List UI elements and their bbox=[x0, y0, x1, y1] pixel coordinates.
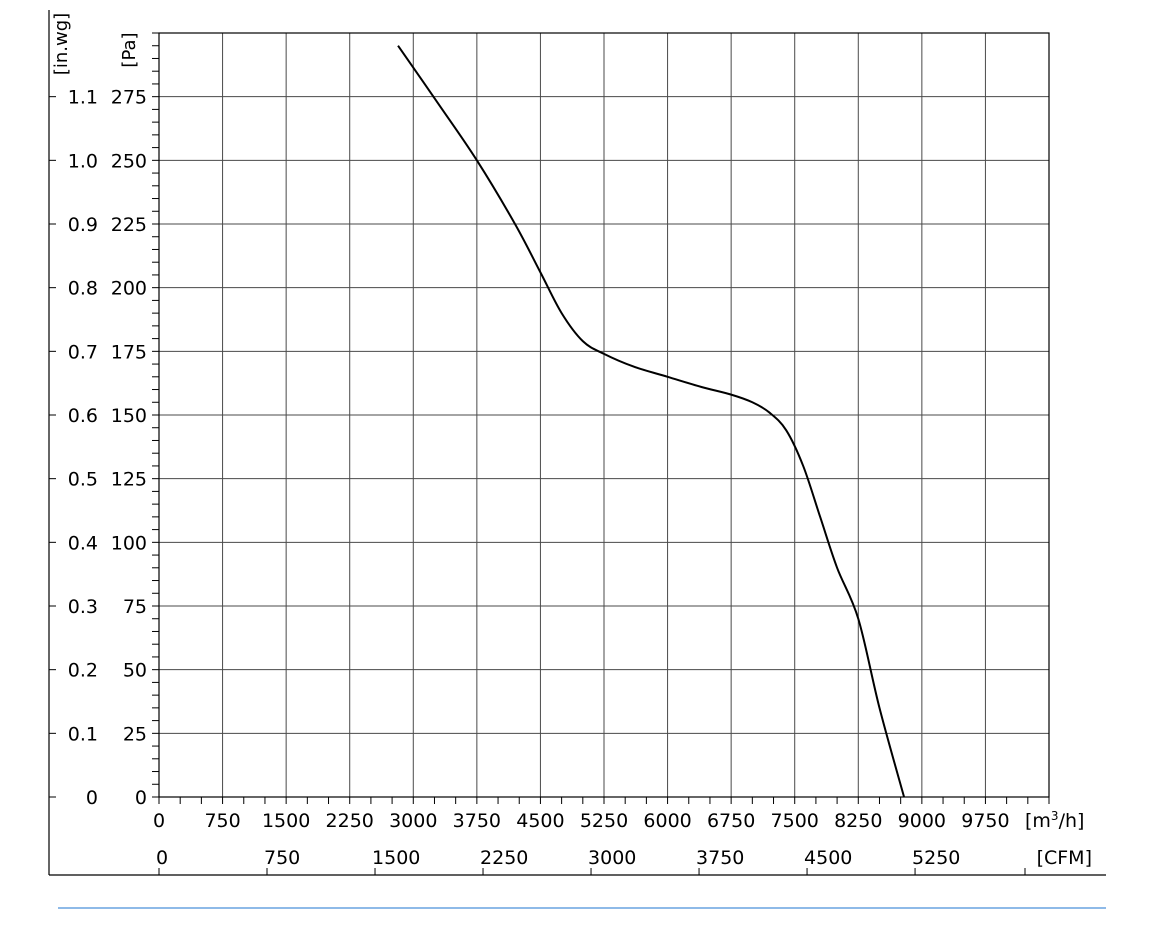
y-tick-label: 150 bbox=[111, 405, 147, 427]
x2-tick-label: 5250 bbox=[912, 847, 960, 869]
x2-axis-label: [CFM] bbox=[1037, 847, 1092, 869]
y-tick-label: 50 bbox=[123, 660, 147, 682]
x2-tick-label: 3750 bbox=[696, 847, 744, 869]
x-tick-label: 8250 bbox=[834, 810, 882, 832]
x-tick-label: 3000 bbox=[389, 810, 437, 832]
x2-tick-label: 1500 bbox=[372, 847, 420, 869]
plot-area bbox=[397, 45, 906, 798]
y2-tick-label: 0.3 bbox=[68, 596, 98, 618]
x-tick-label: 6000 bbox=[643, 810, 691, 832]
x-tick-label: 2250 bbox=[326, 810, 374, 832]
x-tick-label: 9750 bbox=[961, 810, 1009, 832]
x-tick-label: 5250 bbox=[580, 810, 628, 832]
y-tick-label: 100 bbox=[111, 532, 147, 554]
x-tick-label: 1500 bbox=[262, 810, 310, 832]
x-axis-label-tail: /h] bbox=[1059, 810, 1085, 832]
unit-labels: [in.wg] [Pa] [m3/h] [CFM] bbox=[51, 13, 1092, 869]
fan-curve-line bbox=[397, 45, 906, 798]
y2-tick-label: 0 bbox=[86, 787, 98, 809]
y-axis-label: [Pa] bbox=[119, 32, 140, 67]
x-axis-label-sup: 3 bbox=[1051, 809, 1059, 823]
y2-tick-label: 0.6 bbox=[68, 405, 98, 427]
axes bbox=[48, 10, 1106, 876]
x-tick-label: 4500 bbox=[516, 810, 564, 832]
x-tick-label: 3750 bbox=[453, 810, 501, 832]
y2-axis-label: [in.wg] bbox=[51, 13, 72, 75]
y-tick-label: 200 bbox=[111, 278, 147, 300]
y-tick-label: 75 bbox=[123, 596, 147, 618]
y-tick-label: 25 bbox=[123, 723, 147, 745]
y2-tick-label: 0.4 bbox=[68, 532, 98, 554]
x2-tick-label: 0 bbox=[156, 847, 168, 869]
y-tick-label: 250 bbox=[111, 150, 147, 172]
y-tick-label: 125 bbox=[111, 469, 147, 491]
x-tick-label: 0 bbox=[153, 810, 165, 832]
y-tick-label: 175 bbox=[111, 341, 147, 363]
y2-tick-label: 0.8 bbox=[68, 278, 98, 300]
y2-tick-label: 0.1 bbox=[68, 723, 98, 745]
y-tick-label: 0 bbox=[135, 787, 147, 809]
grid bbox=[159, 33, 1049, 797]
y-tick-label: 225 bbox=[111, 214, 147, 236]
x2-tick-label: 750 bbox=[264, 847, 300, 869]
y2-tick-label: 1.0 bbox=[68, 150, 98, 172]
x2-tick-label: 4500 bbox=[804, 847, 852, 869]
y2-tick-label: 1.1 bbox=[68, 87, 98, 109]
x-axis-label-base: [m bbox=[1025, 810, 1051, 832]
x-tick-label: 9000 bbox=[898, 810, 946, 832]
x2-tick-label: 3000 bbox=[588, 847, 636, 869]
y2-tick-label: 0.2 bbox=[68, 660, 98, 682]
x-axis-label: [m3/h] bbox=[1025, 809, 1084, 832]
x-tick-label: 7500 bbox=[771, 810, 819, 832]
y2-tick-label: 0.5 bbox=[68, 469, 98, 491]
x2-tick-label: 2250 bbox=[480, 847, 528, 869]
y-tick-label: 275 bbox=[111, 87, 147, 109]
y2-tick-label: 0.7 bbox=[68, 341, 98, 363]
x-tick-label: 6750 bbox=[707, 810, 755, 832]
y2-tick-label: 0.9 bbox=[68, 214, 98, 236]
x-tick-label: 750 bbox=[204, 810, 240, 832]
